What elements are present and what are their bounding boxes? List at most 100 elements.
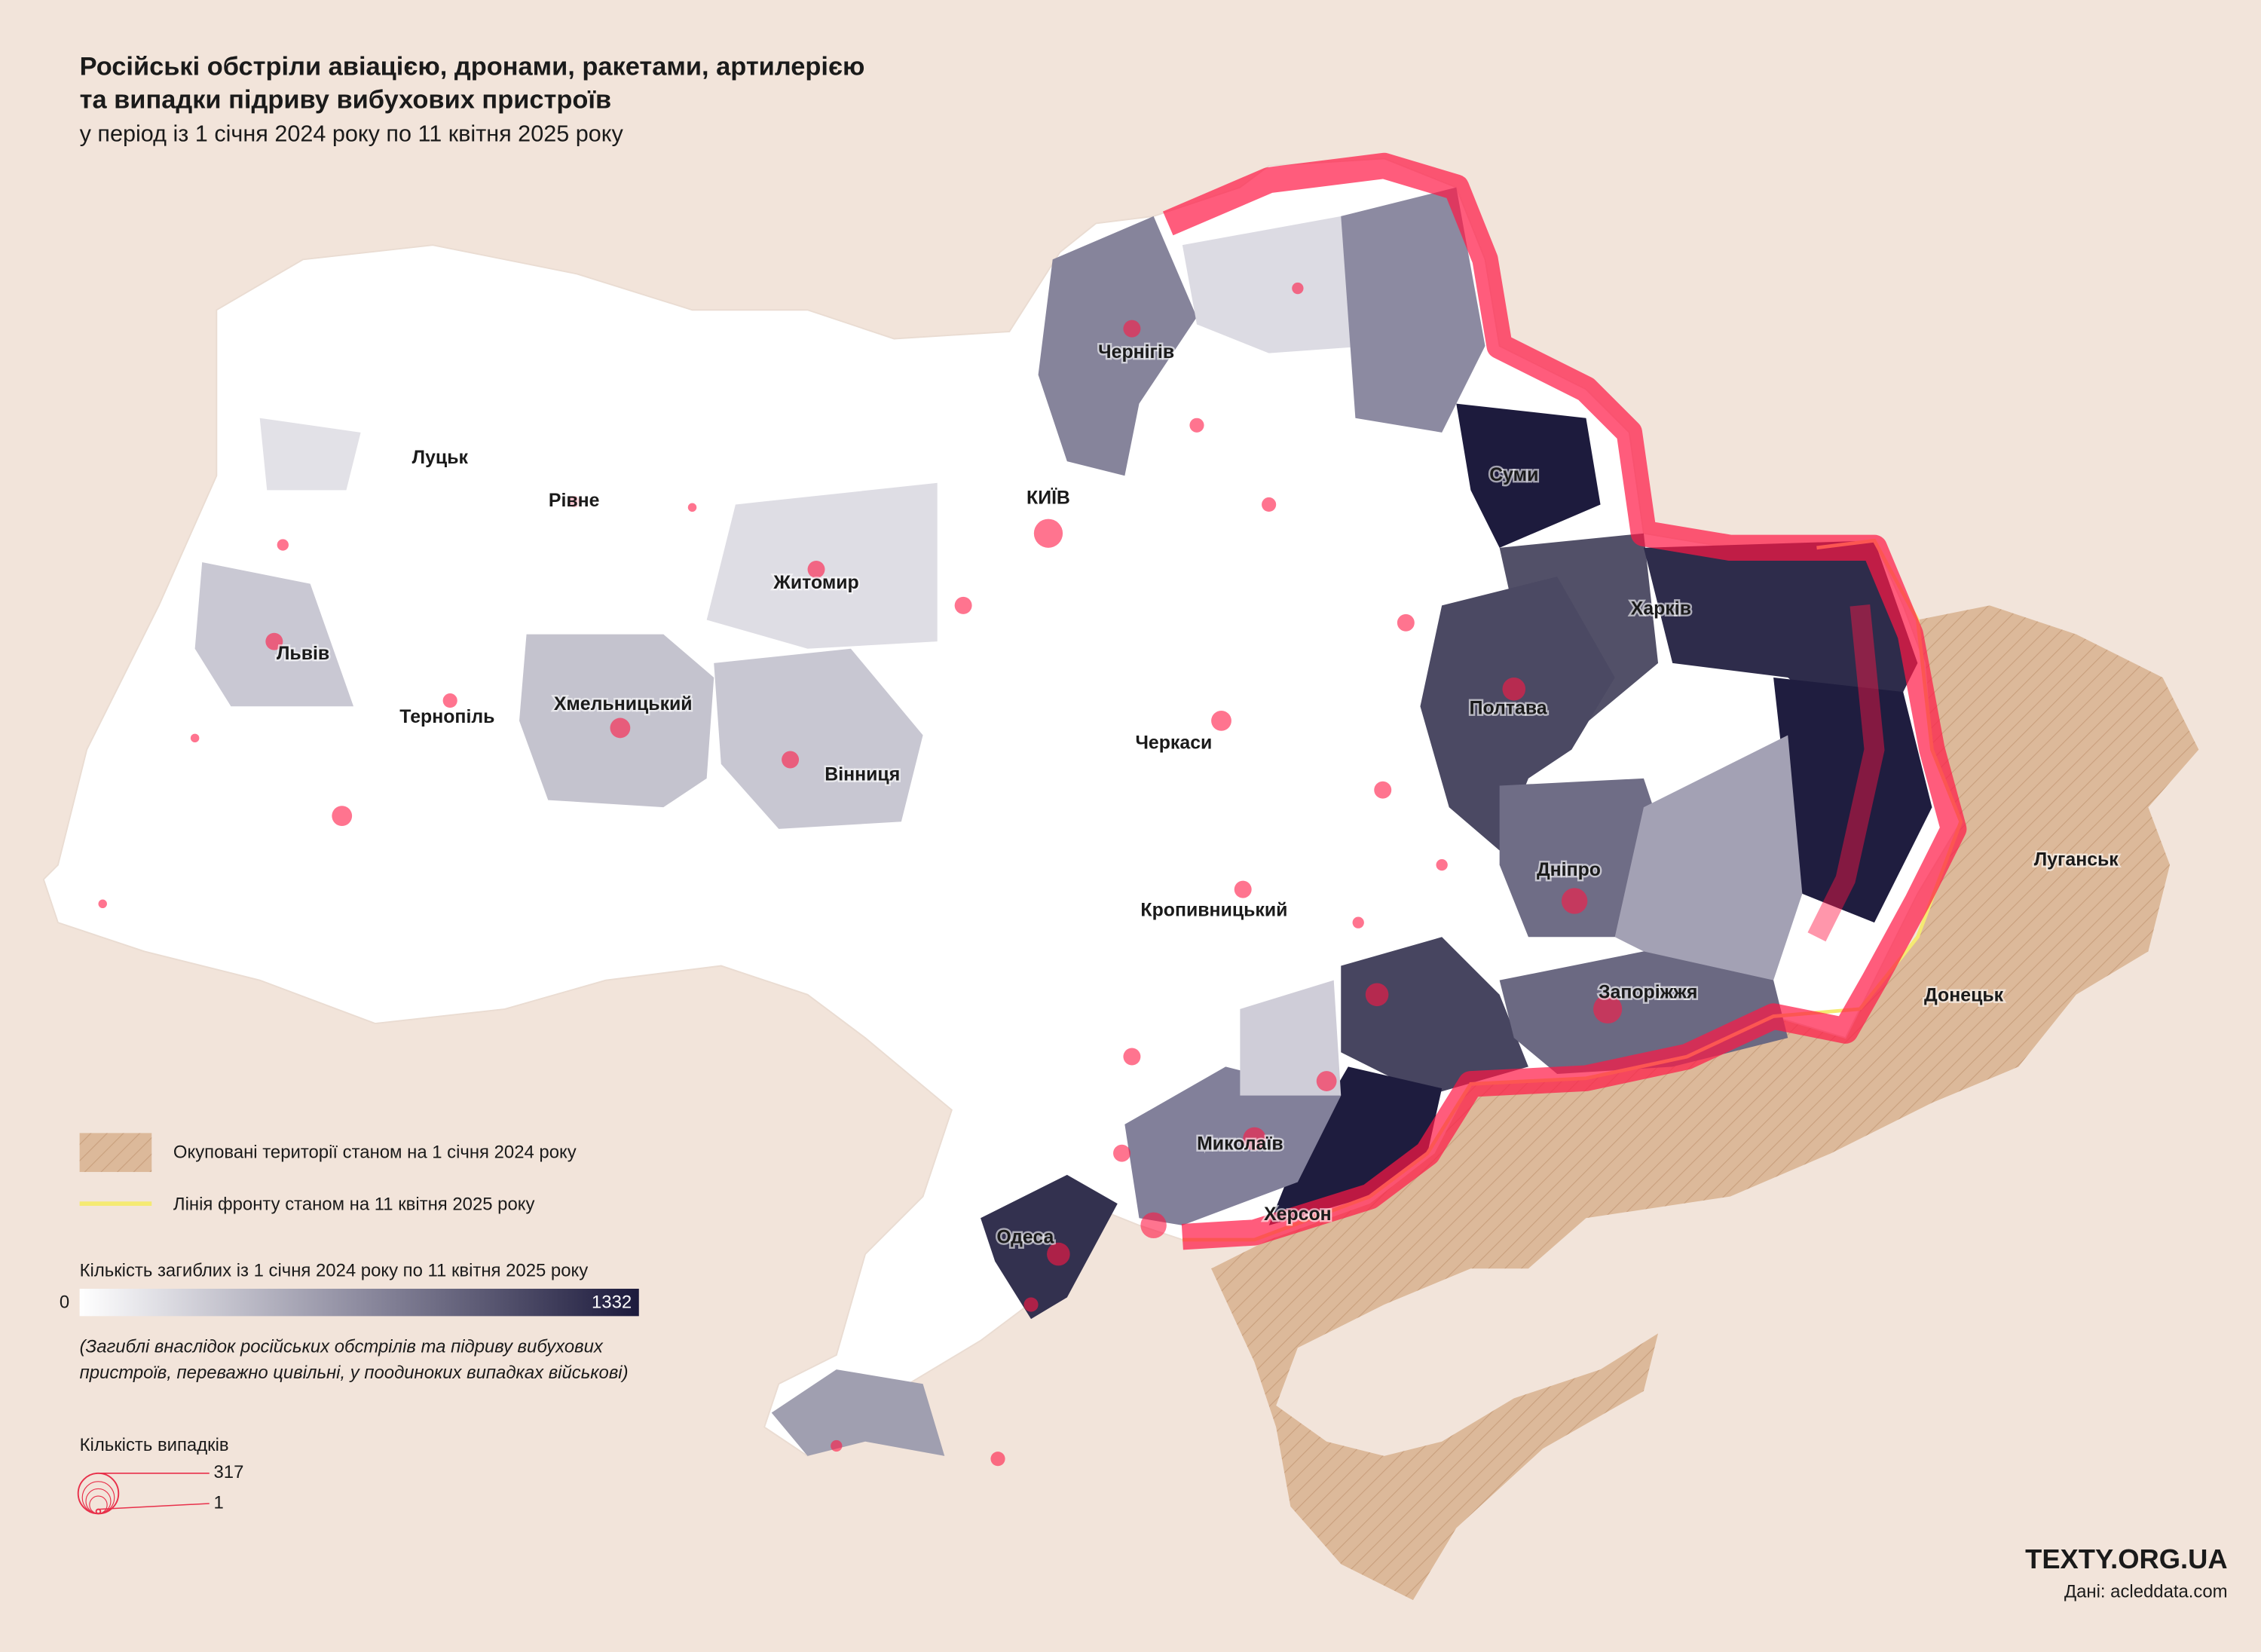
strike-cluster <box>1807 604 1885 942</box>
strike-dot <box>1352 916 1364 928</box>
strike-dot <box>568 495 580 508</box>
subtitle: у період із 1 січня 2024 року по 11 квіт… <box>80 121 624 146</box>
region-dark <box>1124 1066 1342 1225</box>
cases-label: 317 <box>213 1462 243 1482</box>
region-dark <box>259 418 361 491</box>
region-dark <box>1341 187 1485 433</box>
region-dark <box>1456 403 1601 548</box>
strike-dot <box>1140 1212 1167 1239</box>
city-label: Полтава <box>1470 698 1547 719</box>
strike-dot <box>1316 1071 1337 1091</box>
city-label: Одеса <box>996 1227 1054 1248</box>
strike-dot <box>1397 613 1415 632</box>
deaths-gradient <box>79 1288 639 1317</box>
strike-dot <box>1023 1297 1039 1312</box>
region-dark <box>1182 216 1370 353</box>
strike-dot <box>190 733 200 743</box>
deaths-title: Кількість загиблих із 1 січня 2024 року … <box>80 1260 589 1280</box>
city-label: Суми <box>1489 464 1538 485</box>
strike-dot <box>277 539 289 551</box>
city-label: Луганськ <box>2034 849 2119 870</box>
cases-bubble <box>95 1508 102 1515</box>
city-label: Рівне <box>549 490 600 511</box>
strike-dot <box>1123 1048 1141 1066</box>
strike-dot <box>990 1452 1005 1467</box>
city-label: Харків <box>1631 598 1691 620</box>
city-label: Дніпро <box>1537 859 1601 880</box>
strike-dot <box>332 806 353 826</box>
city-label: Запоріжжя <box>1599 981 1697 1002</box>
city-label: Луцьк <box>412 447 469 468</box>
strike-dot <box>1123 320 1141 338</box>
strike-dot <box>1502 677 1526 701</box>
city-label: Херсон <box>1264 1204 1332 1225</box>
deaths-note: пристроїв, переважно цивільні, у поодино… <box>80 1363 629 1383</box>
strike-dot <box>782 751 800 769</box>
strike-dot <box>1234 880 1252 898</box>
strike-dot <box>610 717 631 739</box>
legend-occupied: Окуповані території станом на 1 січня 20… <box>173 1143 577 1163</box>
base-map <box>42 152 2199 1601</box>
deaths-note: (Загиблі внаслідок російських обстрілів … <box>80 1337 604 1357</box>
brand: TEXTY.ORG.UA <box>2025 1543 2227 1574</box>
region-dark <box>1268 1066 1443 1225</box>
region-dark <box>1038 216 1197 476</box>
strike-dot <box>687 503 697 512</box>
legend: Окуповані території станом на 1 січня 20… <box>60 1133 639 1515</box>
region-dark <box>981 1174 1118 1320</box>
region-dark <box>1341 937 1528 1096</box>
city-label: КИЇВ <box>1026 487 1070 508</box>
strike-dot <box>442 693 457 708</box>
strike-dot <box>954 596 972 614</box>
strike-dot <box>1374 781 1392 799</box>
region-dark <box>1773 677 1932 923</box>
cases-bubble-guide <box>89 1495 108 1514</box>
strike-dot <box>1033 519 1063 548</box>
region-dark <box>1420 577 1615 851</box>
strike-dot <box>1365 983 1389 1007</box>
strike-dot <box>265 632 283 650</box>
strike-dot <box>1189 418 1204 433</box>
cases-bubble <box>77 1472 120 1515</box>
strike-dot <box>1436 858 1448 871</box>
city-label: Кропивницький <box>1140 899 1287 920</box>
cases-bubble-guide <box>81 1481 115 1514</box>
region-dark <box>1614 735 1803 980</box>
region-dark <box>771 1369 945 1456</box>
region-dark <box>714 648 923 829</box>
title-line: та випадки підриву вибухових пристроїв <box>80 85 612 114</box>
deaths-max: 1332 <box>592 1292 632 1312</box>
strike-dot <box>807 561 825 579</box>
cases-leader <box>98 1503 210 1510</box>
strike-dot <box>98 899 107 909</box>
strike-dot <box>1292 282 1304 295</box>
city-label: Чернігів <box>1098 341 1174 363</box>
strike-dot <box>1113 1144 1130 1162</box>
city-label: Донецьк <box>1924 984 2004 1005</box>
city-label: Тернопіль <box>399 706 494 727</box>
deaths-min: 0 <box>60 1292 69 1312</box>
city-label: Вінниця <box>825 764 900 785</box>
strike-cluster <box>1162 152 1967 1250</box>
strike-dot <box>1243 1127 1266 1151</box>
region-dark <box>1240 980 1342 1096</box>
strike-dot <box>1561 888 1588 914</box>
city-label: Житомир <box>773 572 858 593</box>
city-label: Миколаїв <box>1197 1133 1283 1154</box>
city-labels: Луцьк Рівне Житомир КИЇВ Чернігів Суми Харків П… <box>275 340 2121 1250</box>
strike-dot <box>831 1439 843 1452</box>
legend-frontline: Лінія фронту станом на 11 квітня 2025 ро… <box>173 1194 535 1214</box>
city-label: Львів <box>277 643 329 664</box>
strike-dot <box>1211 710 1231 731</box>
city-label: Черкаси <box>1135 733 1212 754</box>
cases-label: 1 <box>213 1492 223 1513</box>
cases-title: Кількість випадків <box>80 1435 229 1455</box>
strike-dots <box>98 282 1623 1467</box>
title-line: Російські обстріли авіацією, дронами, ра… <box>80 52 865 81</box>
source: Дані: acleddata.com <box>2064 1581 2228 1602</box>
cases-legend: 317 1 <box>77 1462 243 1515</box>
strike-dot <box>1592 994 1623 1024</box>
strike-dot <box>1047 1242 1070 1266</box>
